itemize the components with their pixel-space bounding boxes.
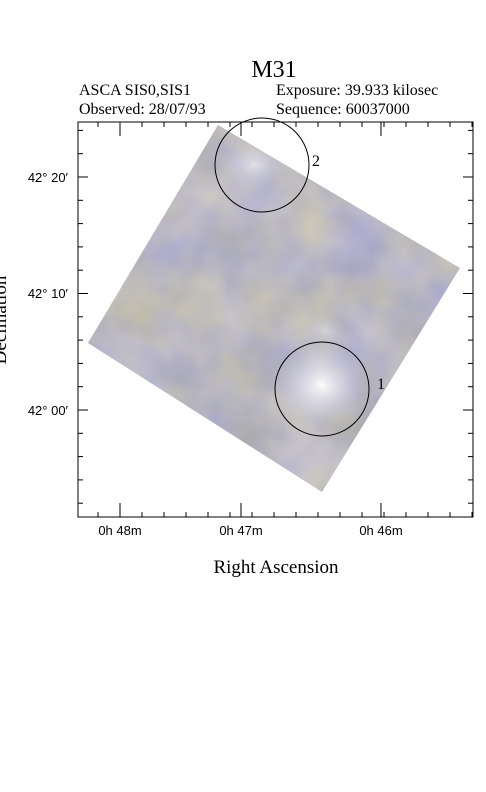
sky-image (88, 125, 460, 492)
x-tick-label: 0h 46m (359, 523, 402, 538)
frame (77, 121, 474, 518)
source-circle (274, 341, 370, 437)
source-label: 2 (312, 153, 320, 170)
observed: Observed: 28/07/93 (79, 101, 206, 118)
instrument: ASCA SIS0,SIS1 (79, 82, 191, 99)
x-tick-label: 0h 48m (98, 523, 141, 538)
y-tick-label: 42° 00′ (28, 403, 69, 418)
y-tick-label: 42° 10′ (28, 286, 69, 301)
source-label: 1 (377, 376, 385, 393)
x-tick-label: 0h 47m (219, 523, 262, 538)
y-tick-label: 42° 20′ (28, 170, 69, 185)
title: M31 (251, 57, 296, 83)
tick-marks (78, 122, 473, 517)
sequence: Sequence: 60037000 (276, 101, 410, 118)
y-axis-label: Declination (0, 275, 11, 364)
x-axis-label: Right Ascension (213, 557, 339, 578)
source-circle (214, 117, 310, 213)
exposure: Exposure: 39.933 kilosec (276, 82, 438, 99)
